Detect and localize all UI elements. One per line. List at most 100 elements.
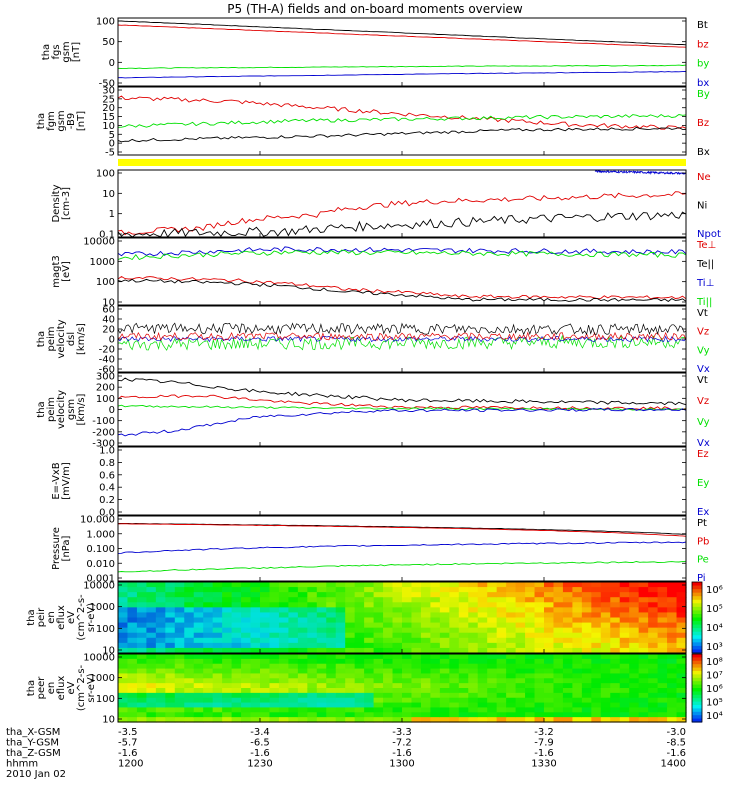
colorbar-band (692, 701, 702, 706)
spectrogram-cell (345, 654, 356, 660)
spectrogram-cell (297, 622, 308, 629)
spectrogram-cell (648, 647, 659, 654)
spectrogram-cell (468, 683, 479, 689)
spectrogram-cell (496, 683, 507, 689)
spectrogram-cell (619, 668, 630, 675)
spectrogram-cell (458, 692, 469, 699)
spectrogram-cell (260, 642, 271, 649)
spectrogram-cell (335, 632, 346, 639)
spectrogram-cell (260, 582, 271, 588)
spectrogram-cell (544, 647, 555, 654)
spectrogram-cell (326, 632, 337, 639)
spectrogram-cell (581, 702, 592, 709)
spectrogram-cell (222, 702, 233, 709)
spectrogram-cell (345, 688, 356, 694)
spectrogram-cell (174, 717, 185, 723)
legend-vy: Vy (697, 345, 710, 356)
spectrogram-cell (402, 697, 413, 704)
spectrogram-cell (525, 647, 536, 654)
spectrogram-cell (326, 617, 337, 624)
spectrogram-cell (402, 702, 413, 709)
spectrogram-cell (250, 627, 261, 634)
spectrogram-cell (411, 607, 422, 614)
spectrogram-cell (477, 668, 488, 675)
spectrogram-cell (212, 602, 223, 608)
spectrogram-cell (136, 702, 147, 709)
spectrogram-cell (487, 607, 498, 614)
y-tick-label: 0.100 (86, 544, 115, 555)
spectrogram-cell (288, 697, 299, 704)
spectrogram-cell (430, 717, 441, 723)
legend-vz: Vz (697, 396, 709, 407)
spectrogram-cell (260, 692, 271, 699)
spectrogram-cell (193, 637, 204, 644)
spectrogram-cell (515, 683, 526, 689)
colorbar-band (692, 645, 702, 651)
spectrogram-cell (231, 617, 242, 624)
spectrogram-cell (468, 632, 479, 639)
spectrogram-cell (487, 702, 498, 709)
x-tick-label: -3.5 (118, 727, 138, 738)
spectrogram-cell (553, 663, 564, 670)
spectrogram-cell (127, 587, 138, 593)
spectrogram-cell (269, 647, 280, 654)
spectrogram-cell (402, 632, 413, 639)
spectrogram-cell (222, 688, 233, 694)
y-axis-label: velocity (56, 390, 67, 429)
spectrogram-cell (383, 707, 394, 713)
spectrogram-cell (354, 654, 365, 660)
colorbar-band (692, 610, 702, 615)
colorbar-band (692, 582, 702, 587)
spectrogram-cell (629, 658, 640, 665)
spectrogram-cell (430, 647, 441, 654)
spectrogram-cell (629, 647, 640, 654)
spectrogram-cell (250, 632, 261, 639)
spectrogram-cell (676, 602, 687, 608)
spectrogram-cell (562, 692, 573, 699)
spectrogram-cell (373, 692, 384, 699)
spectrogram-cell (477, 597, 488, 603)
spectrogram-cell (118, 707, 129, 713)
spectrogram-cell (544, 612, 555, 619)
legend-te: Te⊥ (696, 240, 716, 251)
spectrogram-cell (392, 697, 403, 704)
spectrogram-cell (212, 597, 223, 603)
spectrogram-cell (326, 697, 337, 704)
spectrogram-cell (420, 607, 431, 614)
spectrogram-cell (288, 707, 299, 713)
spectrogram-cell (345, 632, 356, 639)
series-line-pi (117, 541, 687, 554)
y-tick-label: 10000 (83, 581, 115, 592)
spectrogram-cell (544, 688, 555, 694)
spectrogram-cell (515, 697, 526, 704)
spectrogram-cell (629, 668, 640, 675)
spectrogram-cell (383, 712, 394, 718)
spectrogram-cell (392, 622, 403, 629)
y-axis-label: [cm-3] (61, 187, 72, 220)
spectrogram-cell (581, 683, 592, 689)
spectrogram-cell (534, 612, 545, 619)
spectrogram-cell (629, 707, 640, 713)
spectrogram-cell (411, 712, 422, 718)
spectrogram-cell (345, 692, 356, 699)
spectrogram-cell (193, 617, 204, 624)
spectrogram-cell (506, 673, 517, 679)
x-tick-label: -3.2 (534, 727, 554, 738)
spectrogram-cell (174, 582, 185, 588)
series-line-ti (117, 249, 687, 261)
spectrogram-cell (648, 683, 659, 689)
spectrogram-cell (402, 617, 413, 624)
spectrogram-cell (477, 717, 488, 723)
spectrogram-cell (439, 654, 450, 660)
spectrogram-cell (212, 717, 223, 723)
spectrogram-cell (506, 692, 517, 699)
spectrogram-cell (610, 632, 621, 639)
spectrogram-cell (383, 627, 394, 634)
spectrogram-cell (269, 678, 280, 684)
spectrogram-cell (222, 673, 233, 679)
spectrogram-cell (458, 712, 469, 718)
spectrogram-cell (165, 647, 176, 654)
spectrogram-cell (288, 627, 299, 634)
